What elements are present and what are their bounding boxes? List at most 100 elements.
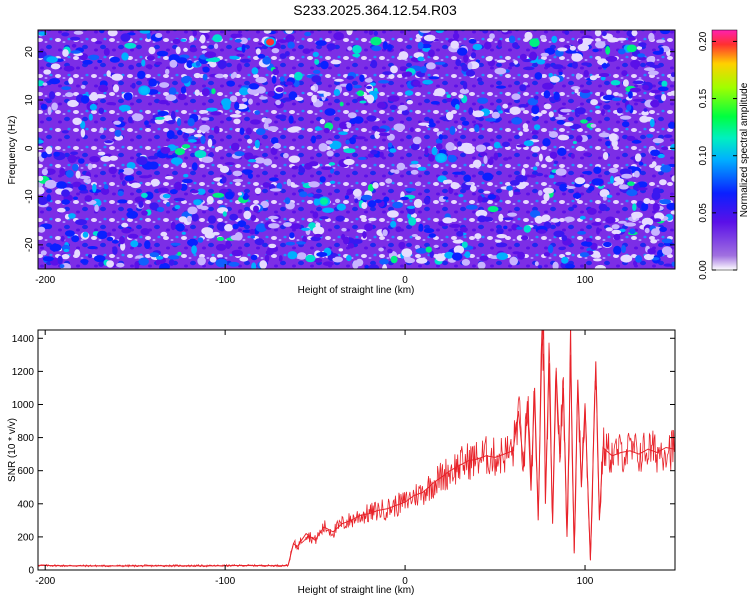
spectrogram-blob [661, 94, 667, 102]
spectrogram-blob [598, 203, 608, 212]
spectrogram-blob [193, 199, 202, 206]
spectrogram-blob [283, 152, 289, 159]
spectrogram-blob [512, 42, 519, 49]
colorbar-label: Normalized spectral amplitude [739, 82, 750, 217]
spectrogram-blob [239, 256, 249, 262]
spectrogram-blob [431, 147, 438, 156]
spectrogram-blob [166, 155, 178, 159]
spectrogram-blob [343, 148, 356, 154]
spectrogram-blob [312, 51, 319, 58]
spectrogram-blob [170, 242, 181, 246]
spectrogram-blob [268, 223, 280, 229]
spectrogram-blob [103, 47, 110, 56]
spectrogram-blob [251, 262, 257, 269]
spectrogram-blob [659, 199, 671, 205]
spectrogram-blob [595, 41, 606, 49]
spectrogram-blob [116, 262, 125, 268]
spectrogram-blob [232, 178, 244, 183]
spectrogram-blob [67, 99, 79, 108]
spectrogram-blob [606, 194, 613, 198]
spectrogram-blob [382, 264, 388, 269]
spectrogram-blob [387, 44, 393, 52]
spectrogram-blob [537, 265, 543, 269]
spectrogram-blob [558, 71, 563, 76]
spectrogram-blob [332, 256, 344, 263]
spectrogram-blob [139, 175, 151, 179]
spectrogram-blob [435, 30, 444, 34]
spectrogram-blob [458, 194, 464, 198]
spectrogram-blob [443, 196, 449, 200]
spectrogram-blob [325, 140, 333, 145]
spectrogram-blob [206, 107, 218, 112]
spectrogram-blob [149, 252, 160, 258]
spectrogram-blob [543, 192, 550, 202]
spectrogram-blob [268, 243, 277, 249]
top-y-tick-label: 20 [24, 46, 35, 58]
spectrogram-blob [82, 59, 93, 65]
spectrogram-blob [177, 93, 187, 101]
spectrogram-blob [548, 131, 559, 138]
spectrogram-blob [80, 128, 86, 138]
spectrogram-blob [619, 228, 626, 233]
spectrogram-blob [285, 81, 294, 86]
spectrogram-blob [461, 241, 468, 248]
spectrogram-blob [434, 88, 446, 97]
spectrogram-blob [170, 110, 176, 120]
spectrogram-blob [352, 45, 362, 54]
spectrogram-blob [574, 177, 586, 185]
bottom-x-ticks: -200 -100 0 100 [35, 330, 594, 587]
spectrogram-blob [322, 261, 334, 267]
spectrogram-blob [622, 121, 630, 128]
spectrogram-blob [501, 30, 508, 33]
spectrogram-blob [482, 172, 494, 181]
snr-series-envelope [38, 330, 675, 567]
spectrogram-blob [41, 151, 48, 159]
spectrogram-blob [590, 99, 598, 106]
bottom-x-tick-label: 0 [402, 576, 408, 587]
spectrogram-blob [479, 255, 489, 261]
spectrogram-blob [529, 210, 541, 218]
spectrogram-blob [463, 147, 475, 154]
spectrogram-blob [239, 127, 245, 135]
spectrogram-blob [653, 218, 662, 223]
spectrogram-blob [651, 228, 660, 236]
spectrogram-blob [477, 215, 487, 223]
spectrogram-blob [210, 111, 222, 116]
spectrogram-blob [548, 73, 553, 78]
spectrogram-blob [79, 175, 91, 180]
spectrogram-blob [444, 251, 454, 259]
spectrogram-blob [182, 134, 189, 139]
bottom-y-tick-label: 0 [28, 566, 34, 577]
spectrogram-blob [346, 83, 353, 92]
bottom-x-tick-label: -200 [35, 576, 55, 587]
spectrogram-blob [487, 158, 494, 166]
spectrogram-blob [527, 98, 538, 106]
spectrogram-blob [298, 164, 304, 173]
spectrogram-blob [632, 98, 645, 102]
spectrogram-blob [117, 199, 128, 204]
spectrogram-blob [311, 94, 317, 103]
spectrogram-blob [611, 97, 622, 102]
spectrogram-blob [290, 184, 299, 188]
spectrogram-blob [512, 251, 521, 255]
spectrogram-blob [212, 34, 223, 43]
spectrogram-blob [201, 227, 214, 235]
spectrogram-blob [389, 148, 397, 153]
spectrogram-blob [617, 220, 627, 224]
spectrogram-blob [121, 180, 126, 187]
spectrogram-blob [330, 59, 342, 65]
bottom-x-axis-label: Height of straight line (km) [298, 585, 415, 596]
spectrogram-hotspot [140, 86, 149, 94]
spectrogram-blob [650, 99, 660, 108]
spectrogram-blob [162, 115, 174, 122]
spectrogram-blob [314, 233, 323, 238]
spectrogram-blob [496, 234, 508, 239]
spectrogram-blob [483, 190, 491, 194]
spectrogram-blob [320, 60, 329, 70]
spectrogram-blob [502, 217, 514, 221]
spectrogram-blob [472, 43, 483, 51]
spectrogram-blob [200, 45, 207, 49]
spectrogram-blob [174, 204, 181, 210]
spectrogram-blob [70, 50, 82, 54]
spectrogram-blob [524, 31, 533, 41]
